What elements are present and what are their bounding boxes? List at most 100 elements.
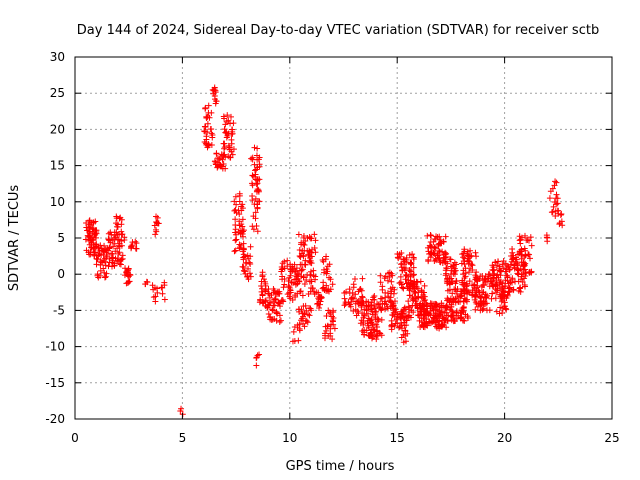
data-point xyxy=(497,304,504,311)
data-point xyxy=(298,317,305,324)
y-tick-label: -5 xyxy=(53,303,65,317)
data-point xyxy=(424,301,431,308)
data-point xyxy=(397,261,404,268)
data-point xyxy=(522,252,529,259)
data-point xyxy=(518,246,525,253)
data-point xyxy=(448,303,455,310)
data-point xyxy=(438,300,445,307)
data-point xyxy=(391,313,398,320)
data-point xyxy=(125,266,132,273)
data-point xyxy=(372,314,379,321)
data-point xyxy=(371,293,378,300)
data-point xyxy=(106,245,113,252)
data-point xyxy=(374,318,381,325)
data-point xyxy=(479,289,486,296)
data-point xyxy=(499,261,506,268)
data-point xyxy=(396,323,403,330)
data-point xyxy=(407,260,414,267)
data-point xyxy=(232,193,239,200)
data-point xyxy=(394,254,401,261)
data-point xyxy=(295,306,302,313)
data-point xyxy=(516,233,523,240)
data-point xyxy=(239,233,246,240)
data-point xyxy=(400,331,407,338)
data-point xyxy=(110,243,117,250)
data-point xyxy=(117,261,124,268)
data-point xyxy=(98,252,105,259)
data-point xyxy=(390,305,397,312)
data-point xyxy=(494,258,501,265)
data-point xyxy=(414,294,421,301)
y-tick-label: 25 xyxy=(50,86,65,100)
data-point xyxy=(509,249,516,256)
data-point xyxy=(303,307,310,314)
data-point xyxy=(452,286,459,293)
data-point xyxy=(387,298,394,305)
data-point xyxy=(329,281,336,288)
data-point xyxy=(153,228,160,235)
data-point xyxy=(368,319,375,326)
data-point xyxy=(431,236,438,243)
data-point xyxy=(375,301,382,308)
data-point xyxy=(368,305,375,312)
data-point xyxy=(152,298,159,305)
data-point xyxy=(308,235,315,242)
data-point xyxy=(308,284,315,291)
data-point xyxy=(469,282,476,289)
data-point xyxy=(528,242,535,249)
data-point xyxy=(547,188,554,195)
data-point xyxy=(411,278,418,285)
data-point xyxy=(409,251,416,258)
data-point xyxy=(208,109,215,116)
data-point xyxy=(208,141,215,148)
data-point xyxy=(302,302,309,309)
data-point xyxy=(238,221,245,228)
data-point xyxy=(153,219,160,226)
data-point xyxy=(352,306,359,313)
data-point xyxy=(385,293,392,300)
data-point xyxy=(459,305,466,312)
data-point xyxy=(253,362,260,369)
data-point xyxy=(320,279,327,286)
data-point xyxy=(491,270,498,277)
data-point xyxy=(442,253,449,260)
data-point xyxy=(526,237,533,244)
data-point xyxy=(118,216,125,223)
data-point xyxy=(439,315,446,322)
data-point xyxy=(236,198,243,205)
data-point xyxy=(466,258,473,265)
data-point xyxy=(253,166,260,173)
data-point xyxy=(329,317,336,324)
data-point xyxy=(82,236,89,243)
data-point xyxy=(227,113,234,120)
data-point xyxy=(236,211,243,218)
data-point xyxy=(365,303,372,310)
data-point xyxy=(415,289,422,296)
data-point xyxy=(111,262,118,269)
data-point xyxy=(214,164,221,171)
data-point xyxy=(259,285,266,292)
data-point xyxy=(327,276,334,283)
data-point xyxy=(202,105,209,112)
data-point xyxy=(419,302,426,309)
data-point xyxy=(252,215,259,222)
y-tick-label: 10 xyxy=(50,195,65,209)
data-point xyxy=(285,282,292,289)
data-point xyxy=(269,306,276,313)
data-point xyxy=(510,286,517,293)
data-point xyxy=(216,161,223,168)
data-point xyxy=(436,233,443,240)
data-point xyxy=(377,279,384,286)
data-point xyxy=(232,226,239,233)
data-point xyxy=(395,324,402,331)
data-point xyxy=(385,270,392,277)
data-point xyxy=(379,283,386,290)
data-point xyxy=(286,274,293,281)
data-point xyxy=(506,285,513,292)
data-point xyxy=(461,255,468,262)
data-point xyxy=(371,331,378,338)
data-point xyxy=(450,310,457,317)
data-point xyxy=(323,270,330,277)
data-point xyxy=(306,312,313,319)
data-point xyxy=(268,292,275,299)
